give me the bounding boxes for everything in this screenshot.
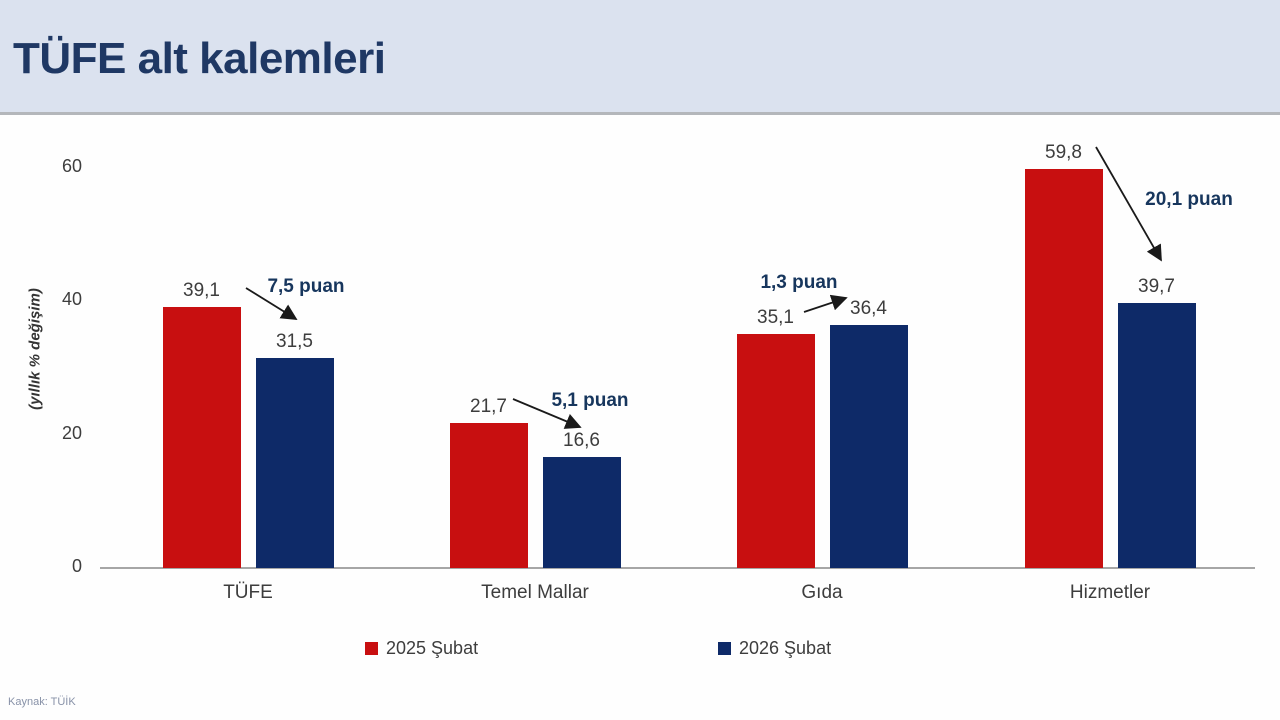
legend-swatch: [718, 641, 731, 655]
bar-2026-şubat: [829, 325, 908, 568]
bar-value-label: 35,1: [757, 306, 794, 328]
bar-value-label: 31,5: [276, 330, 313, 352]
diff-annotation: 1,3 puan: [760, 272, 838, 293]
legend-item: 2026 Şubat: [718, 637, 831, 659]
legend-label: 2025 Şubat: [386, 637, 479, 658]
bar-2026-şubat: [542, 457, 621, 568]
diff-annotation: 5,1 puan: [551, 390, 629, 411]
y-axis-tick-label: 40: [61, 289, 82, 310]
x-axis-category-label: TÜFE: [223, 582, 273, 603]
diff-annotation: 7,5 puan: [267, 276, 345, 297]
bar-2026-şubat: [1117, 303, 1196, 568]
x-axis-category-label: Temel Mallar: [481, 582, 589, 603]
header-band: TÜFE alt kalemleri: [0, 0, 1280, 115]
bar-value-label: 16,6: [563, 430, 600, 452]
page-title: TÜFE alt kalemleri: [13, 34, 386, 83]
bar-value-label: 59,8: [1045, 142, 1082, 164]
bar-value-label: 39,1: [183, 280, 220, 302]
y-axis-tick-label: 0: [71, 556, 82, 576]
x-axis-line: [100, 567, 1255, 569]
bar-2025-şubat: [736, 333, 815, 568]
diff-annotation: 20,1 puan: [1145, 189, 1233, 210]
legend: 2025 Şubat 2026 Şubat: [0, 637, 1280, 661]
bar-value-label: 21,7: [470, 396, 507, 418]
bar-value-label: 39,7: [1138, 276, 1175, 298]
legend-item: 2025 Şubat: [365, 637, 478, 659]
bar-2026-şubat: [255, 357, 334, 568]
x-axis-category-label: Gıda: [801, 582, 843, 603]
y-axis-tick-label: 60: [61, 155, 82, 176]
y-axis-tick-label: 20: [61, 422, 82, 443]
legend-swatch: [365, 641, 378, 655]
x-axis-category-label: Hizmetler: [1069, 582, 1151, 603]
source-note: Kaynak: TÜİK: [8, 696, 76, 708]
bar-2025-şubat: [162, 307, 241, 568]
bar-2025-şubat: [1024, 169, 1103, 568]
bar-value-label: 36,4: [850, 298, 887, 320]
bar-2025-şubat: [449, 423, 528, 568]
legend-label: 2026 Şubat: [739, 637, 832, 658]
